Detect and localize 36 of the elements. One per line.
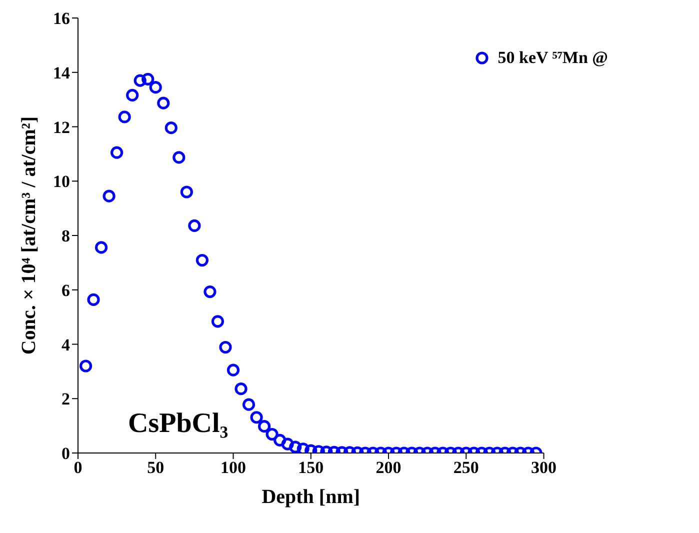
point xyxy=(87,293,100,306)
x-tick-label: 100 xyxy=(220,458,246,478)
point xyxy=(126,88,139,102)
x-tick-label: 0 xyxy=(74,458,82,478)
x-tick-label: 150 xyxy=(298,458,324,478)
point xyxy=(188,219,201,232)
x-tick-label: 50 xyxy=(147,458,164,478)
point xyxy=(196,254,209,267)
x-tick-label: 200 xyxy=(376,458,402,478)
point xyxy=(180,186,193,198)
x-axis-title: Depth [nm] xyxy=(262,486,360,508)
point xyxy=(118,110,131,124)
point xyxy=(94,241,108,254)
point xyxy=(142,72,154,86)
x-tick-label: 300 xyxy=(531,458,557,478)
point xyxy=(164,122,178,134)
y-tick-label: 10 xyxy=(53,172,70,192)
point xyxy=(110,146,124,159)
y-tick-label: 12 xyxy=(53,118,70,137)
y-tick-label: 4 xyxy=(62,335,70,354)
y-tick-label: 6 xyxy=(62,280,70,300)
y-axis-title: Conc. × 10⁴ [at/cm³ / at/cm²] xyxy=(18,116,40,355)
point xyxy=(172,151,186,164)
point xyxy=(102,190,116,202)
point xyxy=(149,81,162,94)
point xyxy=(204,285,216,298)
point xyxy=(157,96,170,110)
y-tick-label: 14 xyxy=(53,63,70,82)
y-tick-label: 0 xyxy=(62,444,70,464)
legend-label: 50 keV ⁵⁷Mn @ xyxy=(498,48,608,68)
x-tick-label: 250 xyxy=(453,458,479,478)
y-tick-label: 8 xyxy=(62,226,70,246)
annotation: CsPbCl₃ xyxy=(128,408,228,440)
y-tick-label: 16 xyxy=(53,9,70,28)
y-tick-label: 2 xyxy=(62,390,70,409)
point xyxy=(134,74,146,87)
